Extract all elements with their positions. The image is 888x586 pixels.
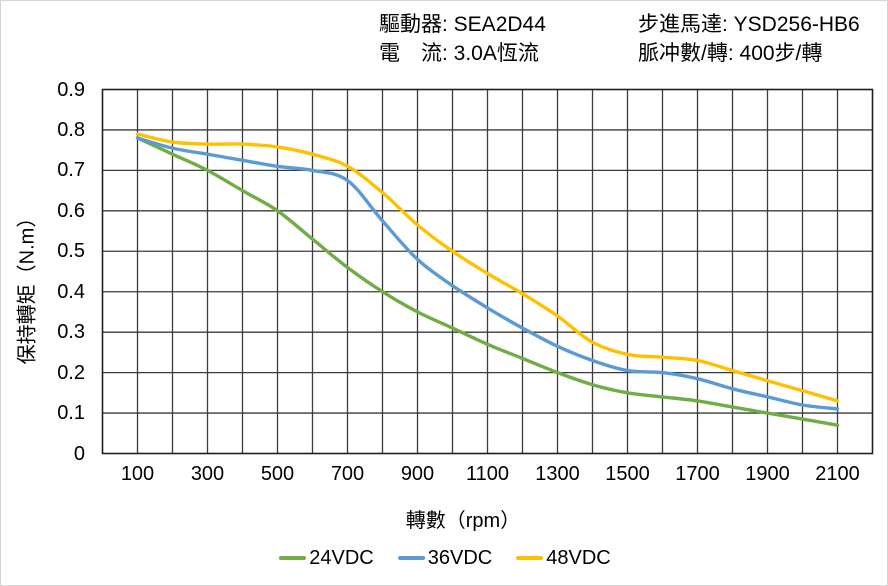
- series-36vdc-line: [135, 136, 840, 411]
- x-tick-label: 900: [400, 463, 435, 485]
- x-tick-label: 1700: [675, 463, 720, 485]
- x-tick-label: 1500: [605, 463, 650, 485]
- x-tick-label: 500: [260, 463, 295, 485]
- driver-value: SEA2D44: [453, 13, 546, 36]
- y-tick-label: 0.1: [57, 402, 85, 425]
- y-tick-label: 0.6: [57, 199, 85, 222]
- x-tick-label: 2100: [815, 463, 860, 485]
- pulses-value: 400步/轉: [739, 42, 823, 65]
- legend-label-48vdc: 48VDC: [546, 547, 611, 569]
- driver-label: 驅動器:: [379, 13, 454, 36]
- y-tick-label: 0: [73, 442, 85, 465]
- legend-label-24vdc: 24VDC: [309, 547, 374, 569]
- y-tick-label: 0.8: [57, 118, 85, 141]
- x-tick-label: 700: [330, 463, 365, 485]
- y-tick-label: 0.9: [57, 78, 85, 101]
- motor-value: YSD256-HB6: [733, 13, 860, 36]
- gridlines: [102, 89, 873, 454]
- x-tick-label: 300: [190, 463, 225, 485]
- pulses-label: 脈冲數/轉:: [638, 42, 740, 65]
- header-info-right: 步進馬達: YSD256-HB6 脈冲數/轉: 400步/轉: [638, 10, 860, 68]
- legend-line-swatch-36vdc: [397, 556, 425, 560]
- y-tick-label: 0.5: [57, 240, 85, 263]
- header-info-left: 驅動器: SEA2D44 電 流: 3.0A恆流: [379, 10, 546, 68]
- x-tick-label: 1100: [465, 463, 509, 485]
- y-tick-label: 0.2: [57, 361, 85, 384]
- legend: 24VDC 36VDC 48VDC: [1, 547, 887, 569]
- y-tick-label: 0.4: [57, 280, 85, 303]
- legend-item-36vdc: 36VDC: [397, 547, 493, 569]
- pulses-info-line: 脈冲數/轉: 400步/轉: [638, 39, 860, 68]
- y-tick-label: 0.3: [57, 321, 85, 344]
- x-tick-label: 100: [120, 463, 155, 485]
- y-axis-title: 保持轉矩（N.m）: [16, 207, 39, 365]
- current-info-line: 電 流: 3.0A恆流: [379, 39, 546, 68]
- x-tick-label: 1300: [535, 463, 580, 485]
- y-tick-label: 0.7: [57, 159, 85, 182]
- x-axis-title: 轉數（rpm）: [405, 510, 521, 532]
- series-24vdc-line: [135, 136, 840, 427]
- current-label: 電 流:: [379, 42, 454, 65]
- legend-line-swatch-48vdc: [516, 556, 544, 560]
- x-tick-label: 1900: [745, 463, 790, 485]
- current-value: 3.0A恆流: [453, 42, 539, 65]
- motor-label: 步進馬達:: [638, 13, 734, 36]
- legend-line-swatch-24vdc: [279, 556, 307, 560]
- series-48vdc-line: [135, 132, 840, 403]
- legend-item-48vdc: 48VDC: [516, 547, 611, 569]
- legend-label-36vdc: 36VDC: [427, 547, 493, 569]
- legend-item-24vdc: 24VDC: [279, 547, 374, 569]
- plot-border: [101, 88, 874, 455]
- motor-info-line: 步進馬達: YSD256-HB6: [638, 10, 860, 39]
- driver-info-line: 驅動器: SEA2D44: [379, 10, 546, 39]
